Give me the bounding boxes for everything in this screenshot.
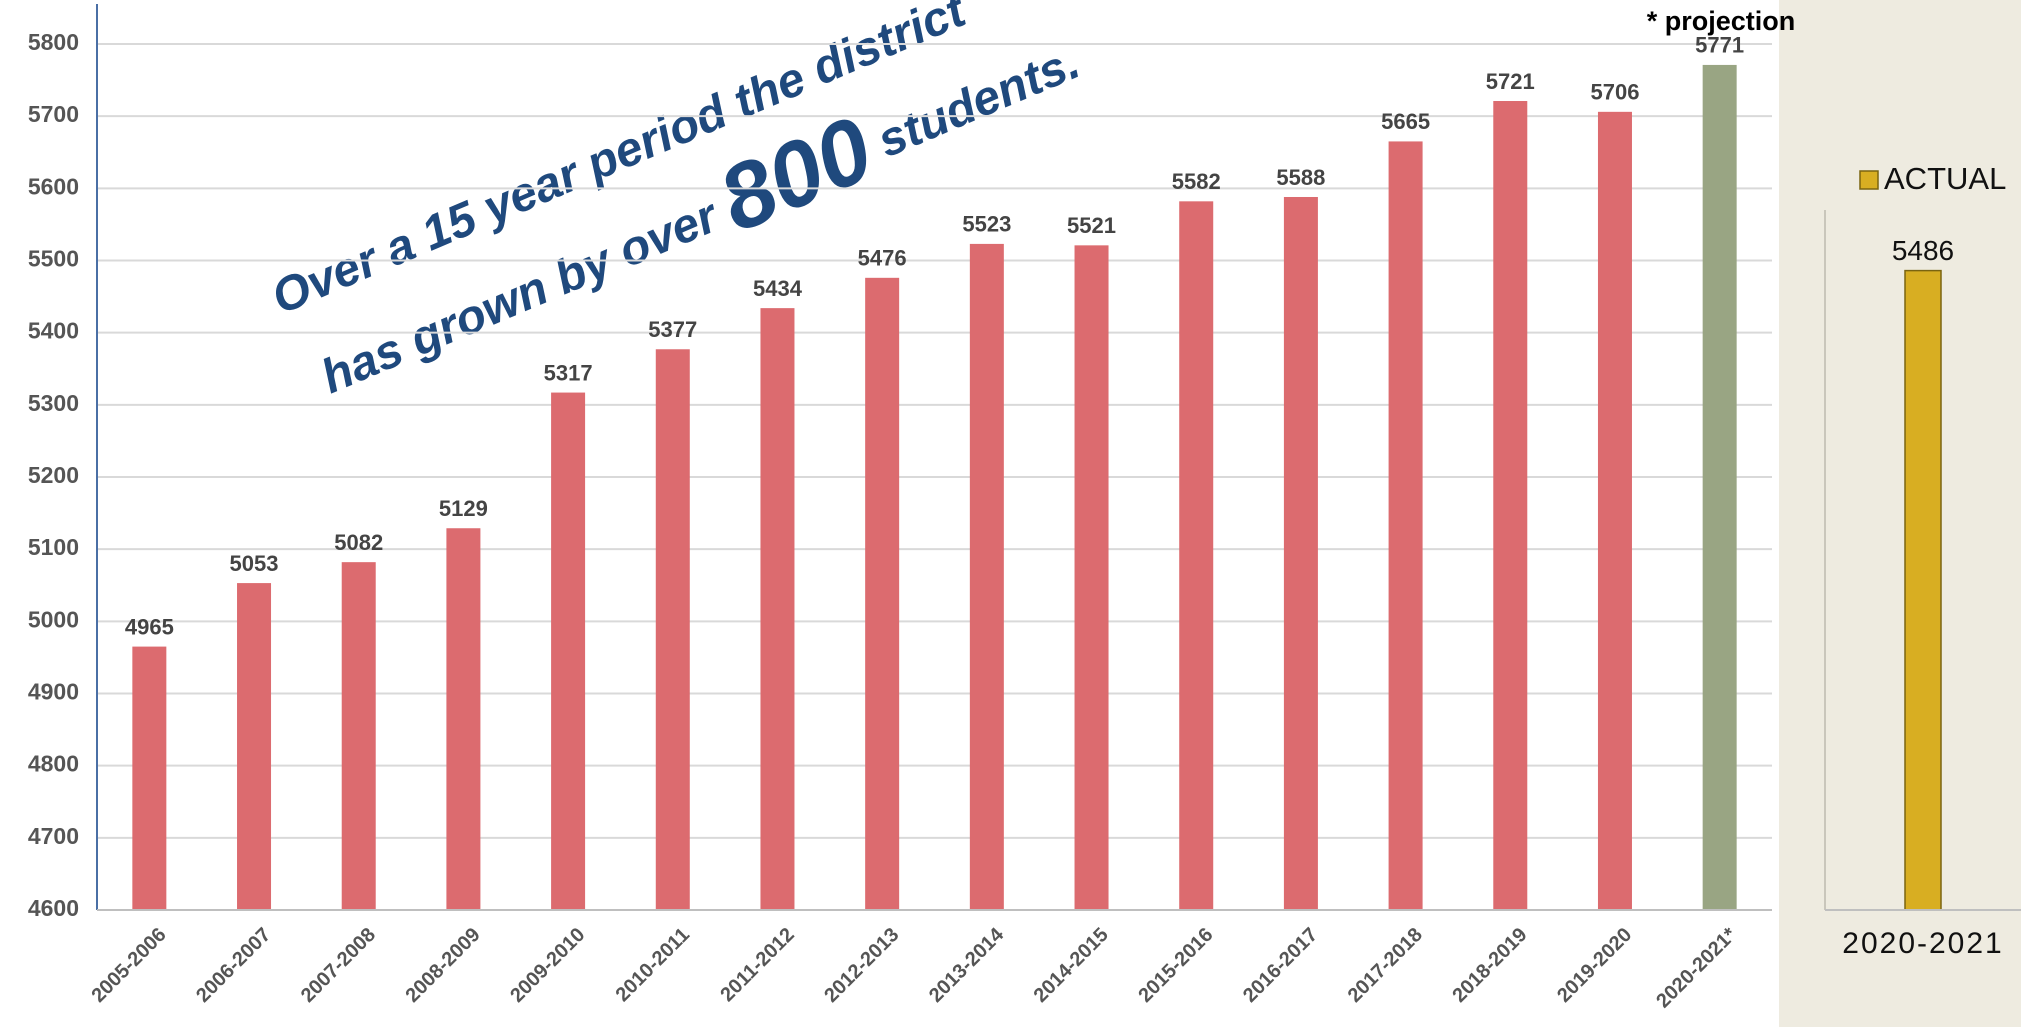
bar [1904, 269, 1942, 911]
value-label: 5588 [1276, 165, 1325, 190]
y-tick-label: 5100 [28, 534, 79, 560]
y-tick-label: 4600 [28, 895, 79, 921]
bar [132, 646, 167, 910]
bar [551, 392, 586, 910]
bar [446, 528, 481, 910]
bar [865, 277, 900, 910]
y-tick-label: 5500 [28, 246, 79, 272]
value-label: 5771 [1695, 33, 1744, 58]
y-tick-label: 5600 [28, 173, 79, 199]
value-label: 5434 [753, 276, 803, 301]
value-label: 4965 [125, 614, 174, 639]
value-label: 5721 [1486, 69, 1535, 94]
x-tick-label: 2020-2021 [1842, 927, 2003, 960]
value-label: 5053 [230, 551, 279, 576]
y-tick-label: 4800 [28, 751, 79, 777]
value-label: 5582 [1172, 169, 1221, 194]
value-label: 5486 [1892, 235, 1954, 266]
bar [1493, 101, 1528, 911]
bar [1283, 196, 1318, 910]
y-tick-label: 5300 [28, 390, 79, 416]
bar [1179, 201, 1214, 910]
bar [655, 349, 690, 910]
bar [1388, 141, 1423, 911]
legend-swatch [1859, 170, 1879, 190]
y-tick-label: 5400 [28, 318, 79, 344]
value-label: 5377 [648, 317, 697, 342]
value-label: 5706 [1590, 80, 1639, 105]
bar [760, 308, 795, 910]
legend-label: ACTUAL [1884, 161, 2006, 196]
bar [1074, 245, 1109, 911]
y-tick-label: 5200 [28, 462, 79, 488]
y-tick-label: 5800 [28, 29, 79, 55]
value-label: 5317 [544, 360, 593, 385]
bar [237, 583, 272, 910]
y-tick-label: 4700 [28, 823, 79, 849]
value-label: 5665 [1381, 109, 1430, 134]
value-label: 5521 [1067, 213, 1116, 238]
bar [1702, 64, 1737, 910]
bar [341, 562, 376, 910]
value-label: 5523 [962, 212, 1011, 237]
bar [1597, 111, 1632, 910]
projection-note: * projection [1647, 6, 1796, 36]
bar [969, 243, 1004, 910]
y-tick-label: 5000 [28, 606, 79, 632]
y-tick-label: 4900 [28, 679, 79, 705]
value-label: 5082 [334, 530, 383, 555]
y-tick-label: 5700 [28, 101, 79, 127]
value-label: 5129 [439, 496, 488, 521]
value-label: 5476 [858, 246, 907, 271]
